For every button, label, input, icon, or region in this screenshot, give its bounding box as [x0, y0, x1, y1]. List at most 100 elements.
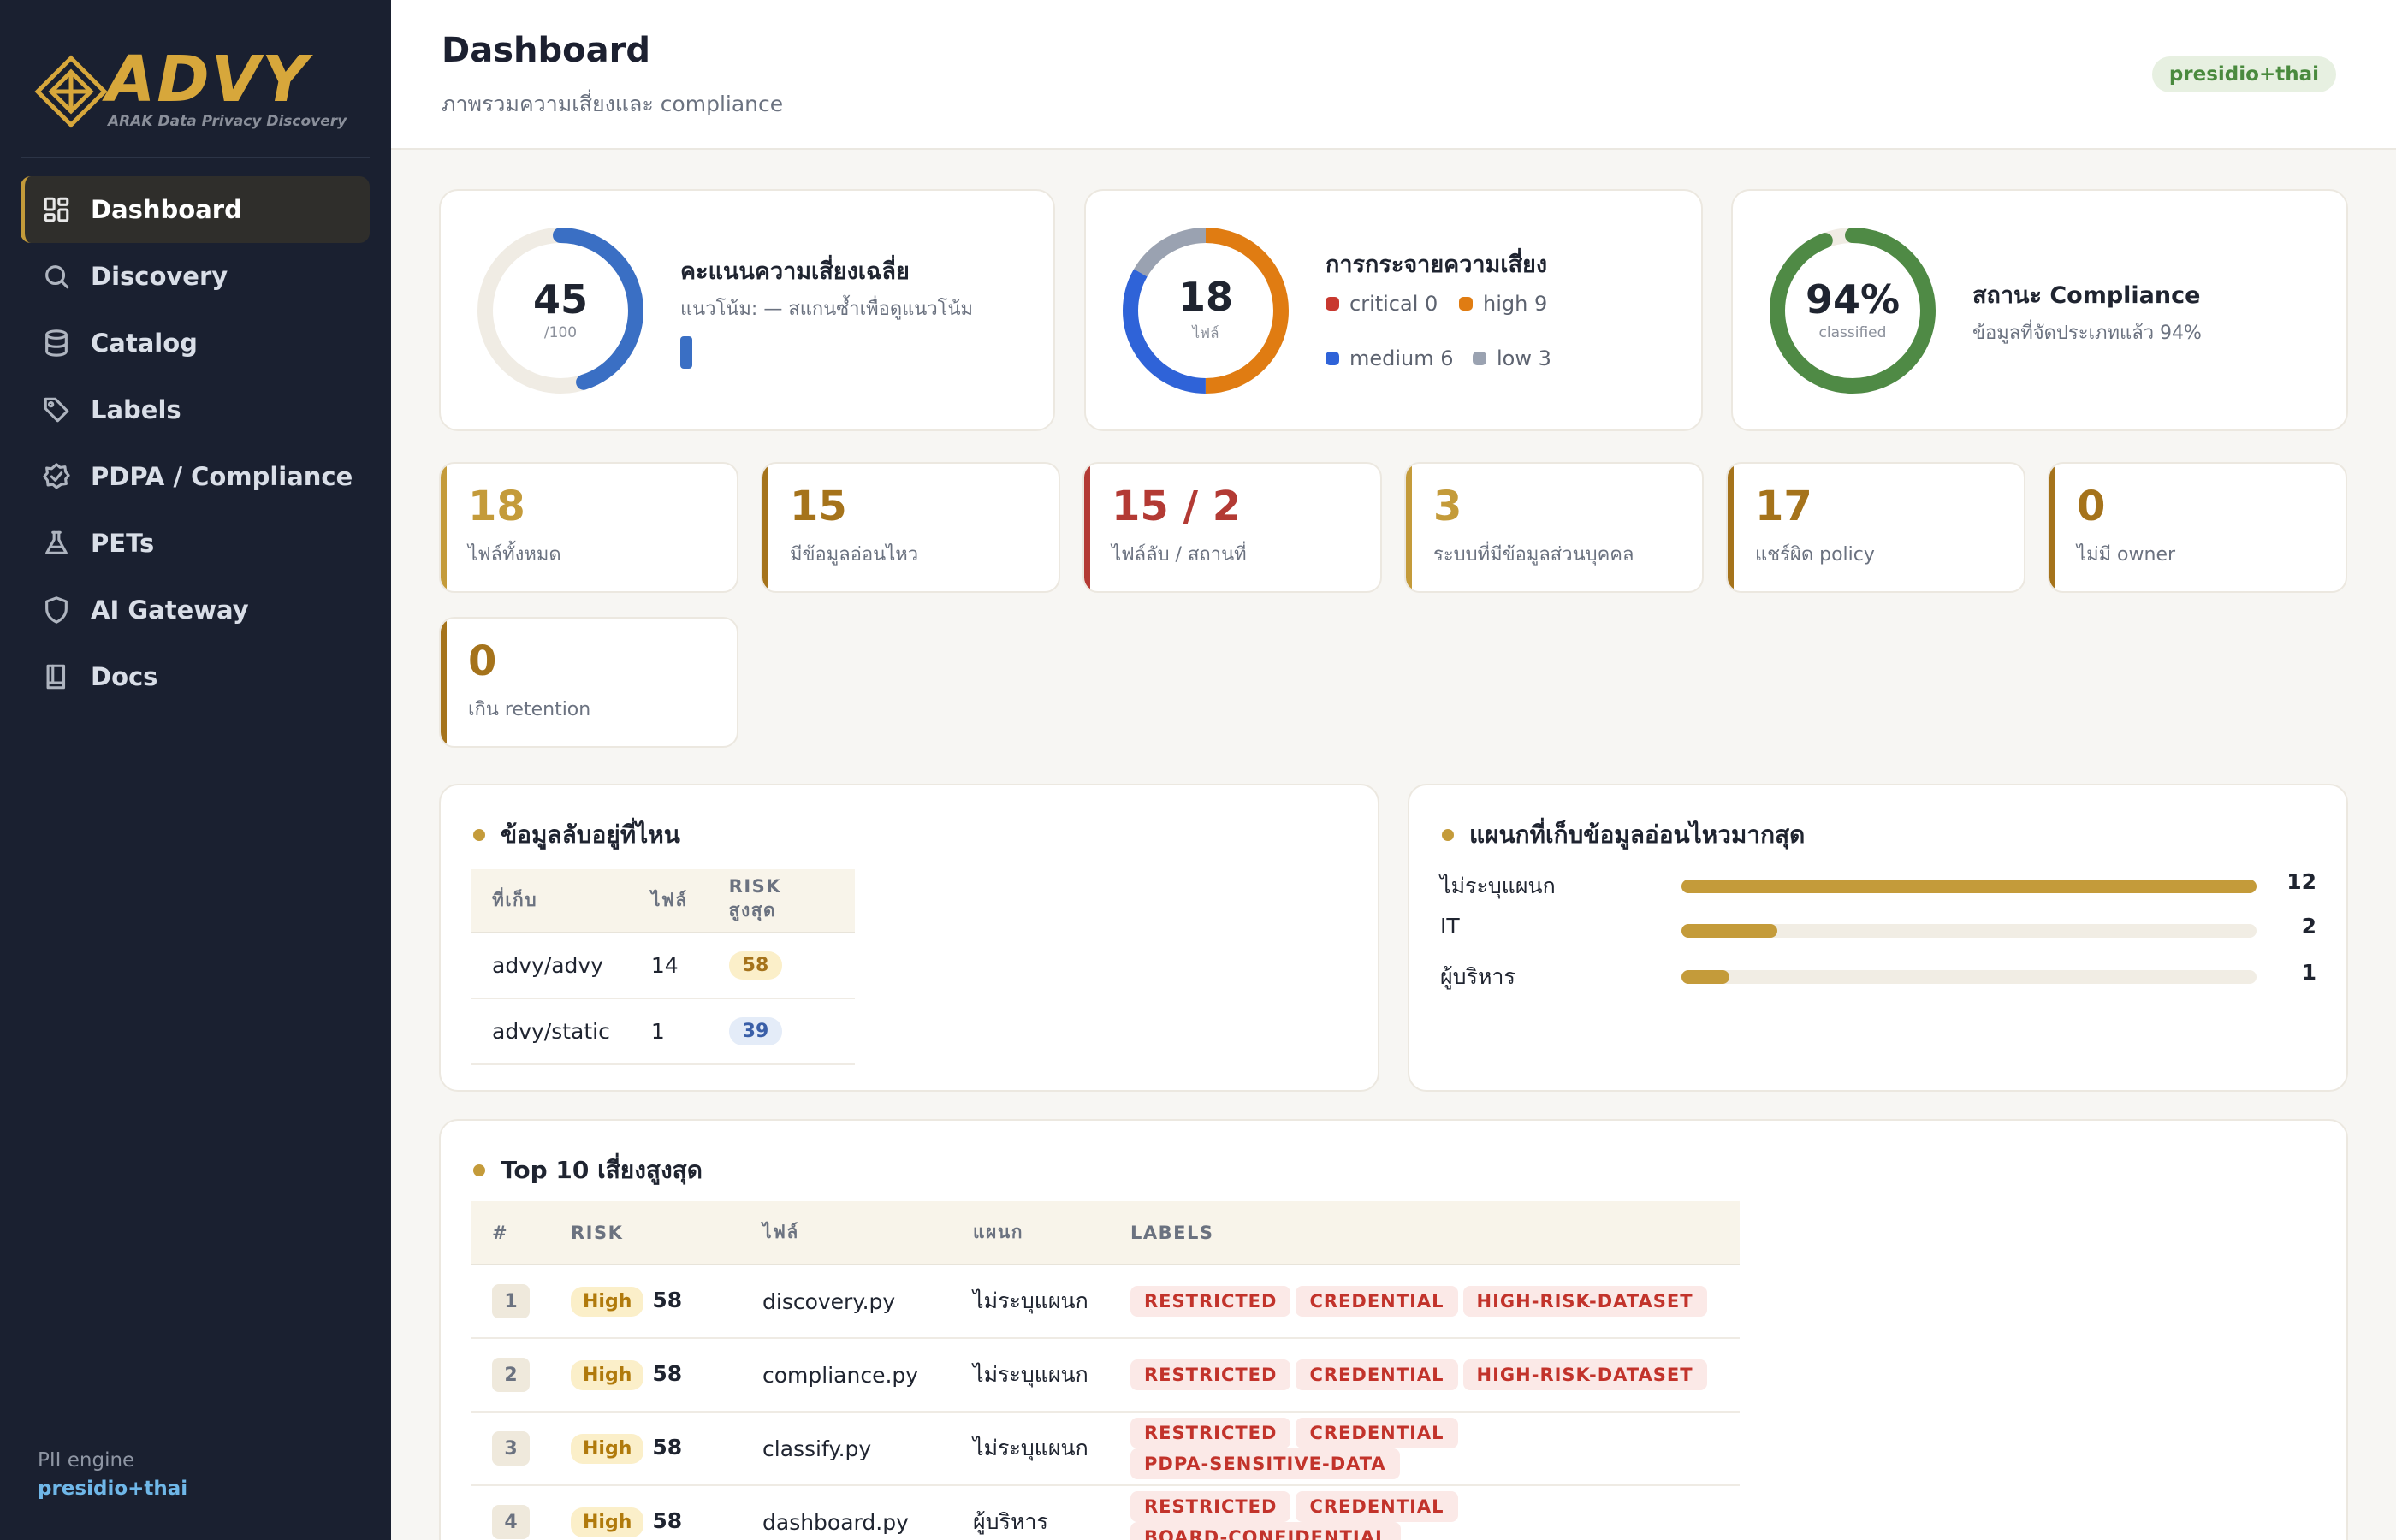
- table-row[interactable]: 4 High 58 dashboard.py ผู้บริหาร RESTRICT…: [471, 1485, 1740, 1540]
- risk-score: 58: [652, 1434, 683, 1460]
- brand-name: ADVY: [106, 43, 310, 116]
- table-row[interactable]: 3 High 58 classify.py ไม่ระบุแผนก RESTRIC…: [471, 1412, 1740, 1486]
- risk-cell: High 58: [550, 1485, 742, 1540]
- pii-engine-value: presidio+thai: [38, 1478, 188, 1500]
- labels-cell: RESTRICTED CREDENTIALBOARD-CONFIDENTIAL: [1110, 1485, 1740, 1540]
- legend-label: low 3: [1497, 346, 1551, 370]
- label-chip: RESTRICTED: [1130, 1418, 1291, 1448]
- sidebar-item-dashboard[interactable]: Dashboard: [21, 176, 370, 243]
- sidebar-item-ai-gateway[interactable]: AI Gateway: [21, 577, 370, 643]
- database-icon: [41, 328, 72, 358]
- risk-distribution-title: การกระจายความเสี่ยง: [1326, 252, 1548, 278]
- legend-label: medium 6: [1349, 346, 1454, 370]
- sidebar-item-labels[interactable]: Labels: [21, 376, 370, 443]
- page-subtitle: ภาพรวมความเสี่ยงและ compliance: [442, 92, 784, 116]
- top10-table: # RISK ไฟล์ แผนก LABELS 1 High 58 discove…: [471, 1201, 1740, 1540]
- compliance-donut: 94% classified: [1767, 225, 1938, 396]
- col-risk: RISK: [550, 1201, 742, 1265]
- section-title-text: แผนกที่เก็บข้อมูลอ่อนไหวมากสุด: [1469, 820, 1806, 849]
- dept-count: 1: [2301, 960, 2316, 985]
- risk-distribution-total: 18: [1177, 273, 1233, 320]
- file-cell[interactable]: classify.py: [742, 1412, 952, 1486]
- risk-score-value: 45: [532, 276, 588, 323]
- rank-badge: 1: [492, 1284, 530, 1318]
- rank-cell: 2: [471, 1338, 550, 1413]
- risk-distribution-unit: ไฟล์: [1192, 324, 1219, 342]
- kpi-policy-violations[interactable]: 17 แชร์ผิด policy: [1726, 462, 2025, 593]
- compliance-unit: classified: [1818, 324, 1887, 341]
- top10-card: Top 10 เสี่ยงสูงสุด # RISK ไฟล์ แผนก LAB…: [439, 1119, 2348, 1540]
- sidebar-item-docs[interactable]: Docs: [21, 643, 370, 710]
- risk-segment-arc: [1123, 228, 1289, 394]
- table-row[interactable]: advy/advy 14 58: [471, 933, 855, 999]
- kpi-secret-files[interactable]: 15 / 2 ไฟล์ลับ / สถานที่: [1082, 462, 1382, 593]
- risk-score-unit: /100: [543, 324, 578, 341]
- file-cell[interactable]: dashboard.py: [742, 1485, 952, 1540]
- dept-row[interactable]: ผู้บริหาร 1: [1440, 960, 2316, 994]
- sidebar-item-label: Labels: [91, 395, 181, 424]
- kpi-sensitive-files[interactable]: 15 มีข้อมูลอ่อนไหว: [761, 462, 1060, 593]
- dept-cell: ผู้บริหาร: [952, 1485, 1110, 1540]
- kpi-pii-systems[interactable]: 3 ระบบที่มีข้อมูลส่วนบุคคล: [1404, 462, 1704, 593]
- dept-name: ไม่ระบุแผนก: [1440, 874, 1556, 898]
- label-chip: HIGH-RISK-DATASET: [1462, 1286, 1707, 1317]
- files-cell: 1: [630, 998, 709, 1065]
- dept-row[interactable]: IT 2: [1440, 914, 2316, 948]
- table-row[interactable]: 2 High 58 compliance.py ไม่ระบุแผนก RESTR…: [471, 1338, 1740, 1413]
- sidebar-item-pets[interactable]: PETs: [21, 510, 370, 577]
- labels-cell: RESTRICTED CREDENTIALPDPA-SENSITIVE-DATA: [1110, 1412, 1740, 1486]
- file-cell[interactable]: compliance.py: [742, 1338, 952, 1413]
- sidebar-item-label: Discovery: [91, 262, 228, 291]
- severity-badge: High: [571, 1286, 644, 1317]
- risk-cell: High 58: [550, 1412, 742, 1486]
- table-row[interactable]: advy/static 1 39: [471, 998, 855, 1065]
- label-chip: HIGH-RISK-DATASET: [1462, 1359, 1707, 1390]
- label-chip: CREDENTIAL: [1296, 1418, 1458, 1448]
- dept-bar-fill: [1681, 880, 2257, 893]
- dept-row[interactable]: ไม่ระบุแผนก 12: [1440, 869, 2316, 903]
- table-row[interactable]: 1 High 58 discovery.py ไม่ระบุแผนก RESTRI…: [471, 1265, 1740, 1339]
- legend-dot: [1326, 297, 1339, 311]
- kpi-no-owner[interactable]: 0 ไม่มี owner: [2048, 462, 2347, 593]
- kpi-accent: [1406, 464, 1412, 591]
- brand-logo[interactable]: ADVY ARAK Data Privacy Discovery: [34, 43, 359, 135]
- compliance-title: สถานะ Compliance: [1972, 282, 2201, 309]
- departments-title: แผนกที่เก็บข้อมูลอ่อนไหวมากสุด: [1442, 816, 1805, 854]
- sidebar-item-discovery[interactable]: Discovery: [21, 243, 370, 310]
- sidebar-item-pdpa-compliance[interactable]: PDPA / Compliance: [21, 443, 370, 510]
- risk-trend-bar: [680, 336, 692, 369]
- risk-score-card: 45 /100 คะแนนความเสี่ยงเฉลี่ย แนวโน้ม: —…: [439, 189, 1055, 431]
- dept-bar-track: [1681, 924, 2257, 938]
- dept-bar-fill: [1681, 970, 1729, 984]
- labels-cell: RESTRICTED CREDENTIAL HIGH-RISK-DATASET: [1110, 1338, 1740, 1413]
- kpi-over-retention[interactable]: 0 เกิน retention: [439, 617, 738, 748]
- dept-cell: ไม่ระบุแผนก: [952, 1338, 1110, 1413]
- dept-cell: ไม่ระบุแผนก: [952, 1412, 1110, 1486]
- sidebar-divider: [21, 157, 370, 158]
- where-secrets-title: ข้อมูลลับอยู่ที่ไหน: [473, 816, 680, 854]
- dept-count: 2: [2301, 914, 2316, 939]
- compliance-value: 94%: [1805, 276, 1901, 323]
- pii-engine-label: PII engine: [38, 1449, 135, 1472]
- severity-badge: High: [571, 1433, 644, 1464]
- diamond-logo-icon: [34, 55, 108, 128]
- risk-cell: 39: [708, 998, 855, 1065]
- sidebar-item-label: PDPA / Compliance: [91, 462, 353, 491]
- rank-badge: 4: [492, 1505, 530, 1539]
- legend-high: high 9: [1459, 292, 1547, 316]
- label-chip: RESTRICTED: [1130, 1286, 1291, 1317]
- legend-dot: [1326, 352, 1339, 365]
- where-secrets-card: ข้อมูลลับอยู่ที่ไหน ที่เก็บ ไฟล์ RISK สู…: [439, 784, 1379, 1092]
- legend-label: high 9: [1483, 292, 1548, 316]
- sidebar-item-catalog[interactable]: Catalog: [21, 310, 370, 376]
- risk-score-title: คะแนนความเสี่ยงเฉลี่ย: [680, 258, 910, 285]
- risk-score-arc: [477, 228, 643, 394]
- kpi-accent: [2049, 464, 2055, 591]
- risk-pill: 39: [728, 1017, 783, 1045]
- kpi-total-files[interactable]: 18 ไฟล์ทั้งหมด: [439, 462, 738, 593]
- kpi-label: ไฟล์ลับ / สถานที่: [1112, 544, 1247, 566]
- rank-badge: 3: [492, 1431, 530, 1466]
- file-cell[interactable]: discovery.py: [742, 1265, 952, 1339]
- col-dept: แผนก: [952, 1201, 1110, 1265]
- kpi-value: 3: [1433, 483, 1462, 530]
